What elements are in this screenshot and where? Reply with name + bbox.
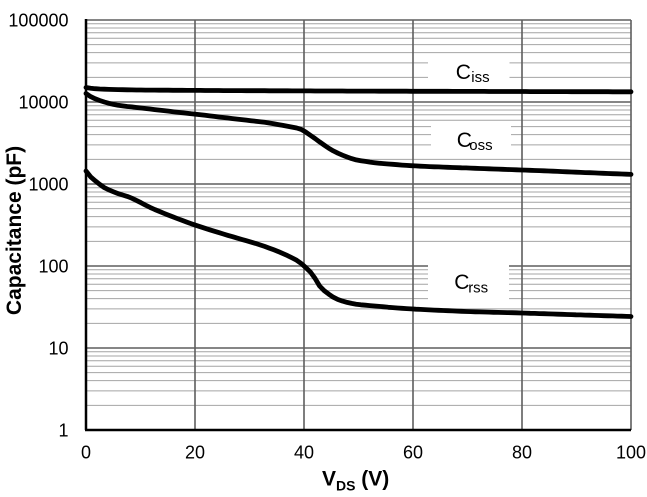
svg-text:VDS (V): VDS (V) xyxy=(322,468,389,493)
svg-text:10000: 10000 xyxy=(18,93,68,113)
svg-text:40: 40 xyxy=(294,443,314,463)
svg-text:60: 60 xyxy=(403,443,423,463)
svg-text:1: 1 xyxy=(58,421,68,441)
svg-text:10: 10 xyxy=(48,339,68,359)
svg-text:rss: rss xyxy=(468,280,488,297)
svg-text:1000: 1000 xyxy=(28,175,68,195)
svg-text:iss: iss xyxy=(471,69,489,86)
svg-text:C: C xyxy=(454,271,469,294)
svg-text:80: 80 xyxy=(512,443,532,463)
svg-text:0: 0 xyxy=(81,443,91,463)
svg-text:20: 20 xyxy=(185,443,205,463)
svg-text:100: 100 xyxy=(616,443,646,463)
svg-text:C: C xyxy=(456,61,471,84)
svg-text:oss: oss xyxy=(469,137,492,154)
svg-text:C: C xyxy=(457,129,472,152)
svg-text:100: 100 xyxy=(38,257,68,277)
svg-text:100000: 100000 xyxy=(8,11,68,31)
svg-text:Capacitance (pF): Capacitance (pF) xyxy=(3,146,26,315)
